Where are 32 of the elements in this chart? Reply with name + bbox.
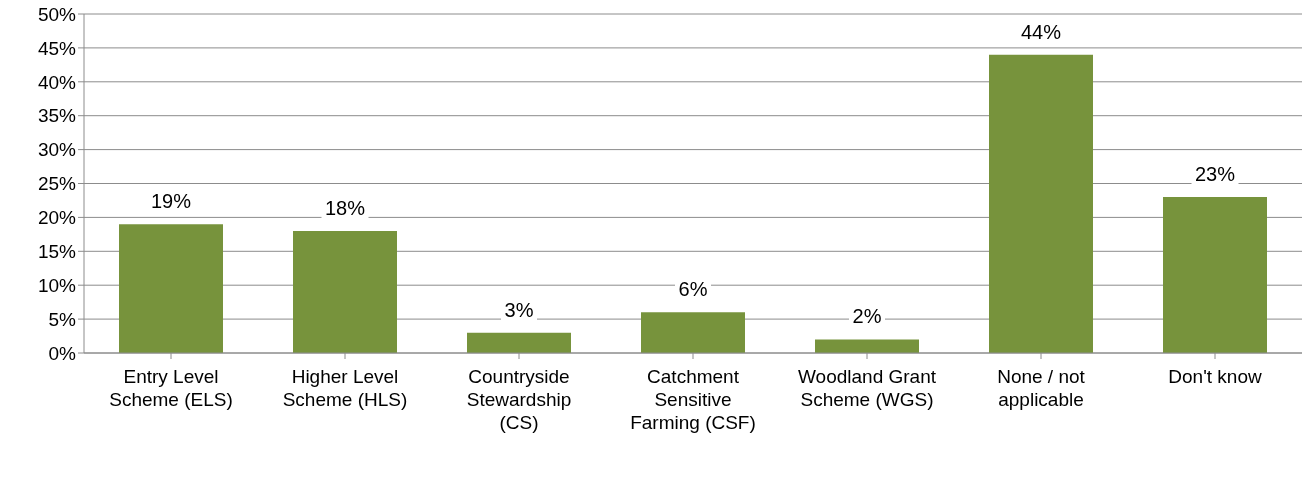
x-tick-label: Countryside Stewardship (CS) (466, 366, 572, 433)
data-label: 6% (678, 278, 708, 301)
y-tick-label: 25% (37, 173, 77, 195)
y-tick-label: 50% (37, 3, 77, 25)
data-label: 2% (852, 305, 882, 328)
y-tick-label: 0% (48, 342, 77, 364)
x-tick-label: None / not applicable (997, 366, 1086, 410)
bar (989, 54, 1093, 353)
data-label: 23% (1194, 163, 1236, 186)
data-label: 3% (504, 298, 534, 321)
x-tick-label: Woodland Grant Scheme (WGS) (797, 366, 937, 410)
bar (815, 339, 919, 353)
bar (641, 312, 745, 353)
y-tick-label: 45% (37, 37, 77, 59)
bar (119, 224, 223, 353)
x-tick-label: Don't know (1168, 366, 1262, 387)
bar (1163, 197, 1267, 353)
y-tick-label: 5% (48, 308, 77, 330)
y-tick-label: 30% (37, 139, 77, 161)
data-label: 18% (324, 196, 366, 219)
y-tick-label: 20% (37, 207, 77, 229)
x-tick-label: Entry Level Scheme (ELS) (109, 366, 233, 410)
y-tick-label: 35% (37, 105, 77, 127)
data-label: 44% (1020, 20, 1062, 43)
x-tick-label: Higher Level Scheme (HLS) (282, 366, 408, 410)
y-tick-label: 15% (37, 241, 77, 263)
x-tick-label: Catchment Sensitive Farming (CSF) (630, 366, 756, 433)
y-tick-label: 40% (37, 71, 77, 93)
data-label: 19% (150, 190, 192, 213)
y-tick-label: 10% (37, 274, 77, 296)
bar (467, 332, 571, 353)
bar (293, 230, 397, 353)
